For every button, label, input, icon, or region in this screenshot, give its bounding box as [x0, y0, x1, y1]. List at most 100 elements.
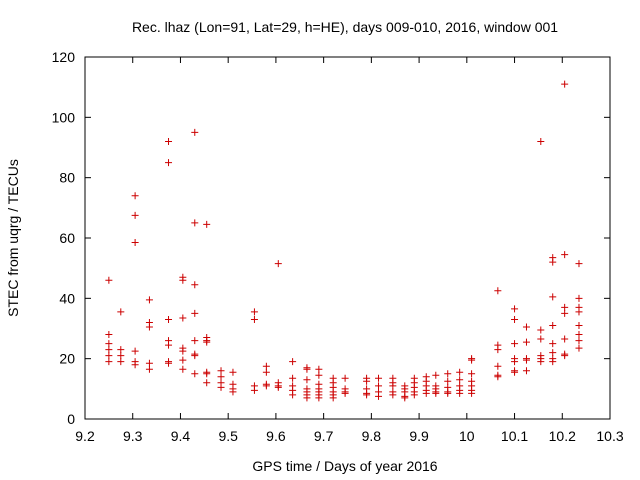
data-point — [250, 308, 258, 316]
data-point — [250, 386, 258, 394]
y-tick-label: 0 — [67, 411, 75, 427]
data-point — [468, 389, 476, 397]
data-point — [401, 394, 409, 402]
data-point — [444, 370, 452, 378]
data-point — [410, 391, 418, 399]
data-point — [341, 389, 349, 397]
data-point — [522, 323, 530, 331]
data-point — [303, 376, 311, 384]
y-tick-label: 120 — [52, 49, 76, 65]
data-point — [522, 367, 530, 375]
data-point — [389, 391, 397, 399]
x-tick-label: 9.6 — [266, 428, 286, 444]
data-point — [105, 358, 113, 366]
data-point — [511, 368, 519, 376]
x-tick-label: 10.2 — [549, 428, 576, 444]
data-point — [250, 315, 258, 323]
data-point — [117, 346, 125, 354]
data-point — [511, 358, 519, 366]
data-point — [375, 392, 383, 400]
data-point — [456, 368, 464, 376]
y-axis-label: STEC from uqrg / TECUs — [5, 159, 21, 317]
data-point — [315, 365, 323, 373]
plot-frame — [84, 56, 611, 420]
x-axis-label: GPS time / Days of year 2016 — [252, 458, 437, 474]
x-tick-label: 10.1 — [501, 428, 528, 444]
data-point — [217, 367, 225, 375]
data-point — [117, 308, 125, 316]
data-point — [289, 358, 297, 366]
data-point — [549, 340, 557, 348]
data-point — [375, 374, 383, 382]
data-point — [549, 293, 557, 301]
data-point — [191, 281, 199, 289]
data-point — [375, 382, 383, 390]
data-point — [561, 309, 569, 317]
data-point — [191, 352, 199, 360]
data-point — [179, 314, 187, 322]
data-point — [494, 373, 502, 381]
y-tick-label: 20 — [59, 351, 75, 367]
data-point — [522, 356, 530, 364]
data-point — [456, 376, 464, 384]
data-point — [131, 347, 139, 355]
data-point — [456, 389, 464, 397]
data-point — [105, 276, 113, 284]
data-point — [117, 358, 125, 366]
chart-title: Rec. lhaz (Lon=91, Lat=29, h=HE), days 0… — [132, 19, 558, 35]
data-point — [561, 80, 569, 88]
data-point — [165, 315, 173, 323]
data-point — [522, 338, 530, 346]
data-point — [432, 389, 440, 397]
data-point — [191, 128, 199, 136]
data-point — [537, 326, 545, 334]
data-point — [575, 308, 583, 316]
data-point — [262, 362, 270, 370]
data-point — [131, 239, 139, 247]
data-point — [105, 331, 113, 339]
data-point — [191, 337, 199, 345]
data-point — [191, 219, 199, 227]
data-point — [165, 341, 173, 349]
data-point — [537, 335, 545, 343]
data-point — [363, 391, 371, 399]
data-point — [315, 371, 323, 379]
data-point — [105, 352, 113, 360]
data-point — [549, 358, 557, 366]
data-point — [179, 365, 187, 373]
y-tick-label: 40 — [59, 290, 75, 306]
data-point — [274, 383, 282, 391]
data-points — [105, 80, 583, 402]
data-point — [575, 337, 583, 345]
data-point — [511, 305, 519, 313]
data-point — [444, 389, 452, 397]
data-point — [145, 359, 153, 367]
data-point — [203, 338, 211, 346]
data-point — [432, 371, 440, 379]
axis-ticks: 9.2 9.3 9.4 9.5 9.6 9.7 9.8 9.9 10 10.1 10.2 10.3 0 2… — [52, 49, 624, 444]
x-tick-label: 9.3 — [123, 428, 143, 444]
data-point — [179, 347, 187, 355]
data-point — [303, 394, 311, 402]
data-point — [575, 294, 583, 302]
x-tick-label: 10.3 — [596, 428, 623, 444]
data-point — [341, 374, 349, 382]
data-point — [165, 359, 173, 367]
data-point — [575, 331, 583, 339]
x-tick-label: 9.5 — [218, 428, 238, 444]
data-point — [561, 352, 569, 360]
x-tick-label: 10 — [459, 428, 475, 444]
data-point — [444, 377, 452, 385]
data-point — [191, 309, 199, 317]
data-point — [105, 346, 113, 354]
data-point — [549, 321, 557, 329]
data-point — [203, 220, 211, 228]
data-point — [274, 260, 282, 268]
data-point — [422, 389, 430, 397]
data-point — [575, 260, 583, 268]
data-point — [145, 323, 153, 331]
x-tick-label: 9.4 — [171, 428, 191, 444]
data-point — [145, 296, 153, 304]
data-point — [494, 346, 502, 354]
